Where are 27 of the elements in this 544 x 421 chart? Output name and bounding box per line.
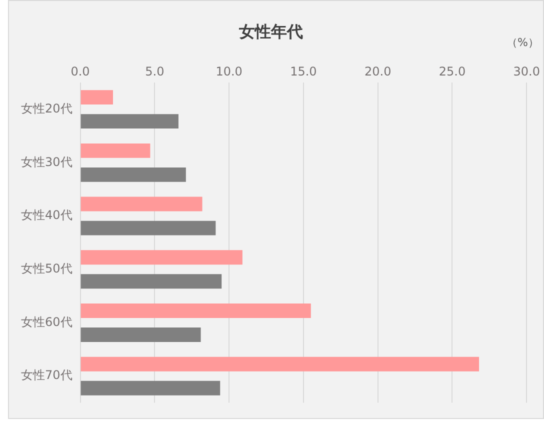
bar <box>80 250 242 265</box>
bar <box>80 356 480 372</box>
x-tick-label: 15.0 <box>290 64 317 79</box>
chart-title: 女性年代 <box>238 22 303 41</box>
text: （%） <box>506 36 539 49</box>
y-tick-label: 女性70代 <box>20 368 72 382</box>
x-tick-label: 30.0 <box>513 64 540 79</box>
bar <box>80 167 186 182</box>
bar <box>80 304 311 318</box>
y-tick-label: 女性50代 <box>20 262 72 276</box>
y-tick-label: 女性30代 <box>20 154 72 169</box>
bar <box>80 90 114 104</box>
bar <box>80 328 201 342</box>
x-tick-label: 10.0 <box>216 64 242 79</box>
x-tick-label: 5.0 <box>145 64 164 79</box>
bar <box>80 143 150 158</box>
y-tick-label: 女性60代 <box>20 314 72 329</box>
y-tick-label: 女性20代 <box>20 101 72 116</box>
bar <box>80 220 216 236</box>
bar <box>80 380 220 396</box>
x-tick-label: 0.0 <box>70 64 90 79</box>
bar <box>80 274 222 289</box>
x-tick-label: 20.0 <box>364 64 392 79</box>
bar <box>80 196 202 212</box>
bar <box>80 114 178 128</box>
y-tick-label: 女性40代 <box>20 208 72 222</box>
x-tick-label: 25.0 <box>438 64 466 79</box>
